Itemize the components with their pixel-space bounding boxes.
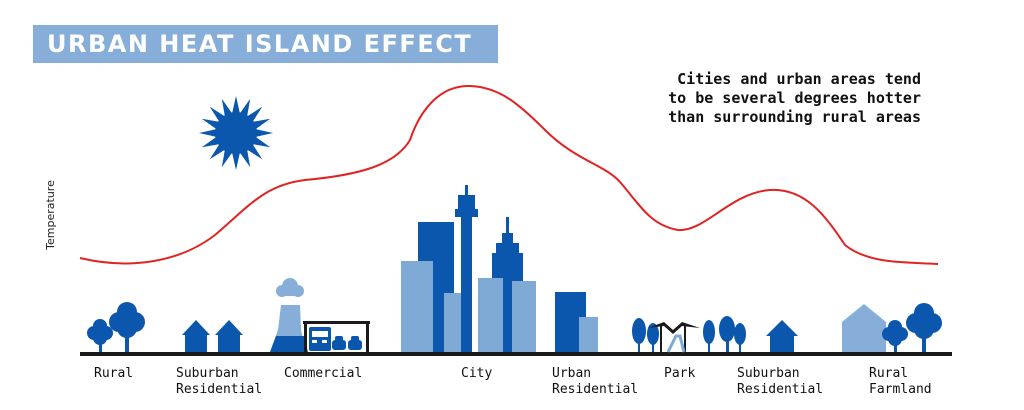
zone-label-rural: Rural	[94, 366, 134, 381]
pavilion-icon	[648, 322, 700, 353]
house-icon	[182, 320, 210, 352]
tree-icon	[87, 319, 113, 352]
title-banner: URBAN HEAT ISLAND EFFECT	[33, 25, 498, 63]
page-title: URBAN HEAT ISLAND EFFECT	[47, 30, 473, 58]
zone-label-rural-farmland: Rural Farmland	[869, 366, 932, 397]
sun-icon	[199, 96, 273, 170]
car-icon	[303, 321, 370, 352]
skyscraper-icon	[401, 222, 468, 352]
zone-label-city: City	[461, 366, 493, 381]
tower-icon	[455, 185, 478, 352]
tree-icon	[632, 318, 659, 352]
caption-text: Cities and urban areas tend to be severa…	[668, 70, 921, 126]
tree-icon	[906, 303, 942, 352]
tree-icon	[109, 302, 145, 352]
skyscraper-icon	[555, 292, 598, 352]
zone-label-suburban-residential: Suburban Residential	[176, 366, 263, 397]
zone-label-suburban-residential-2: Suburban Residential	[737, 366, 824, 397]
tree-icon	[703, 316, 746, 352]
house-icon	[766, 320, 798, 352]
house-icon	[215, 320, 243, 352]
zone-label-commercial: Commercial	[284, 366, 363, 381]
skyscraper-icon	[478, 217, 536, 352]
barn-icon	[842, 304, 886, 352]
factory-icon	[270, 278, 308, 352]
tree-icon	[882, 320, 908, 352]
zone-label-park: Park	[664, 366, 696, 381]
zone-label-urban-residential: Urban Residential	[552, 366, 639, 397]
sun-core	[215, 112, 257, 154]
temperature-curve	[79, 84, 939, 265]
